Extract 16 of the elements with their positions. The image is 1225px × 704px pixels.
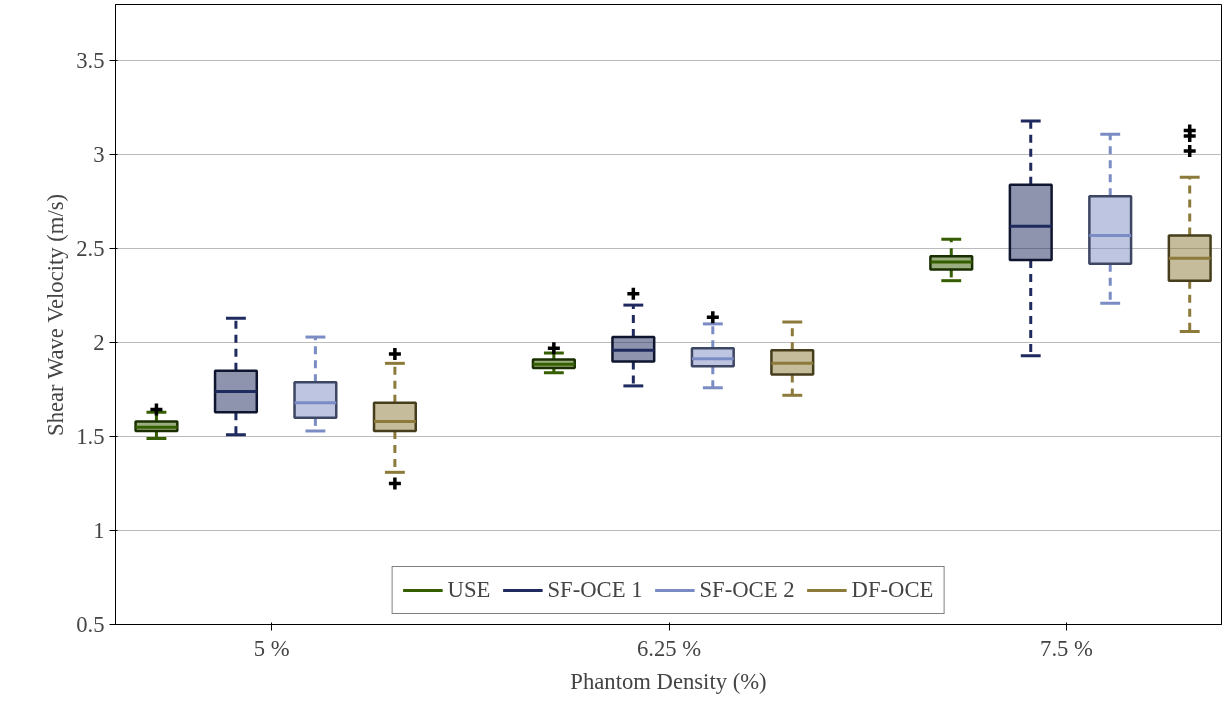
y-tick-label: 0.5 [76,612,105,637]
x-tick-label: 5 % [253,635,290,661]
legend-label: SF-OCE 2 [699,577,795,603]
legend-label: USE [447,577,491,603]
y-tick-label: 1 [93,518,105,544]
y-tick-label: 3.5 [76,48,105,74]
legend-label: SF-OCE 1 [547,577,643,603]
x-tick-label: 7.5 % [1040,635,1094,661]
y-tick-label: 2 [93,330,105,356]
y-tick-label: 3 [93,142,105,168]
y-axis-title: Shear Wave Velocity (m/s) [43,193,69,436]
legend-label: DF-OCE [851,577,934,603]
x-axis-title: Phantom Density (%) [570,668,767,694]
x-tick-label: 6.25 % [637,635,702,661]
y-tick-label: 2.5 [76,236,105,262]
y-tick-label: 1.5 [76,424,105,450]
